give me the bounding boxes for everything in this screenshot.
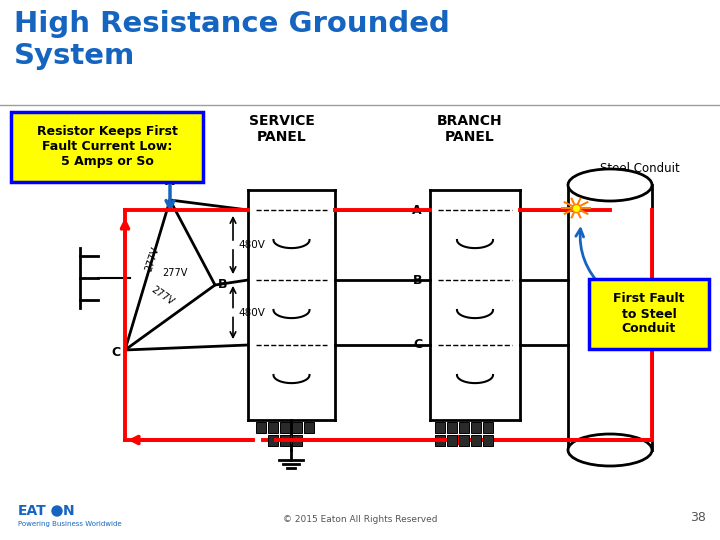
Bar — [280, 435, 290, 446]
Text: EAT: EAT — [18, 504, 47, 518]
Ellipse shape — [568, 169, 652, 201]
Text: C: C — [413, 339, 422, 352]
Text: A: A — [413, 204, 422, 217]
Text: A: A — [165, 175, 175, 188]
Bar — [471, 422, 481, 433]
Text: First Fault
to Steel
Conduit: First Fault to Steel Conduit — [613, 293, 685, 335]
Text: © 2015 Eaton All Rights Reserved: © 2015 Eaton All Rights Reserved — [283, 515, 437, 524]
Text: B: B — [413, 273, 422, 287]
Bar — [483, 435, 493, 446]
Bar — [292, 422, 302, 433]
FancyBboxPatch shape — [11, 112, 203, 182]
Bar — [447, 422, 457, 433]
Bar — [304, 422, 314, 433]
Bar — [459, 435, 469, 446]
Text: 277V: 277V — [143, 246, 161, 273]
Text: BRANCH
PANEL: BRANCH PANEL — [437, 114, 503, 144]
Text: N: N — [63, 504, 75, 518]
Text: 480V: 480V — [238, 307, 265, 318]
Text: 277V: 277V — [162, 267, 188, 278]
Bar — [280, 422, 290, 433]
Text: Steel Conduit: Steel Conduit — [600, 162, 680, 175]
Text: Powering Business Worldwide: Powering Business Worldwide — [18, 521, 122, 527]
Bar — [471, 435, 481, 446]
Text: High Resistance Grounded
System: High Resistance Grounded System — [14, 10, 450, 70]
Text: B: B — [218, 279, 228, 292]
Bar — [435, 435, 445, 446]
Bar — [292, 435, 302, 446]
Text: Resistor Keeps First
Fault Current Low:
5 Amps or So: Resistor Keeps First Fault Current Low: … — [37, 125, 177, 168]
Text: SERVICE
PANEL: SERVICE PANEL — [249, 114, 315, 144]
Text: 38: 38 — [690, 511, 706, 524]
Bar — [483, 422, 493, 433]
Bar — [447, 435, 457, 446]
Bar — [256, 422, 266, 433]
Bar — [268, 422, 278, 433]
Bar — [268, 435, 278, 446]
Circle shape — [52, 506, 62, 516]
Bar — [435, 422, 445, 433]
Ellipse shape — [568, 434, 652, 466]
FancyBboxPatch shape — [589, 279, 709, 349]
Text: C: C — [111, 347, 120, 360]
Text: 277V: 277V — [149, 284, 175, 307]
Bar — [459, 422, 469, 433]
Text: 480V: 480V — [238, 240, 265, 250]
